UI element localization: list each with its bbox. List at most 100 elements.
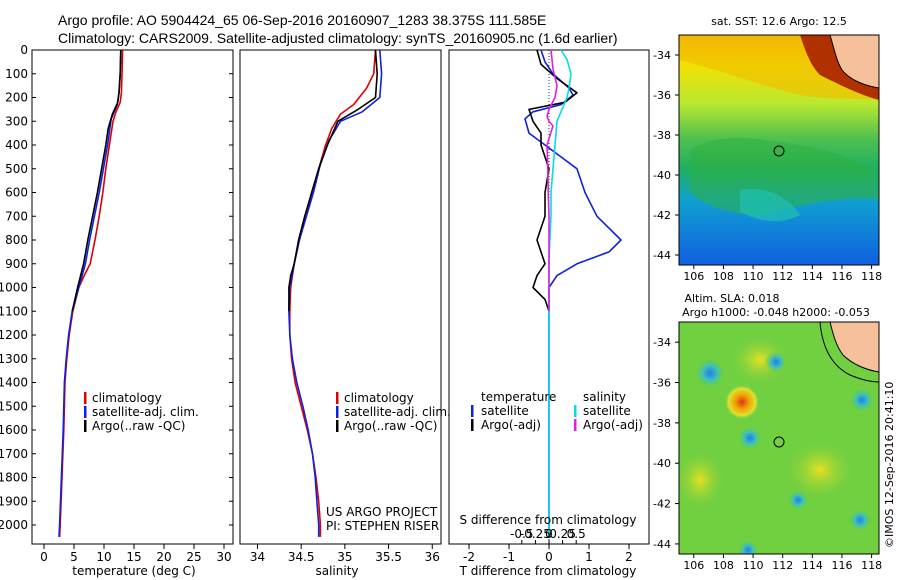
sal-series-line	[289, 49, 377, 537]
map-ytick-label: -38	[653, 129, 671, 142]
sla-blue-eddy-4	[850, 388, 874, 412]
map-ytick-label: -40	[653, 457, 671, 470]
legend-swatch-s-argo	[574, 419, 577, 431]
difference-xlabel: T difference from climatology	[459, 564, 637, 578]
diff-xtick-label: 2	[625, 550, 633, 564]
legend-swatch-s-satellite	[574, 405, 577, 417]
temp-xtick-label: 5	[70, 550, 78, 564]
sst-profile-marker	[773, 145, 785, 157]
sst-map: sat. SST: 12.6 Argo: 12.5 -34 -36 -38 -40 -4…	[653, 15, 882, 283]
map-xtick-label: 118	[861, 559, 882, 572]
sla-blue-eddy-1	[695, 358, 725, 388]
legend-swatch-argo	[84, 420, 87, 432]
diff-top-tick-label: 0	[545, 527, 553, 541]
sla-yellow-3	[679, 450, 725, 510]
map-xtick-label: 112	[772, 559, 793, 572]
diff-series-line	[546, 49, 558, 312]
map-xtick-label: 110	[743, 559, 764, 572]
depth-tick-label: 1400	[0, 376, 28, 390]
diff-top-tick-label: 0.25	[549, 527, 576, 541]
salinity-xlabel: salinity	[315, 564, 358, 578]
legend-swatch-satellite	[84, 406, 87, 418]
sla-blue-eddy-7	[738, 540, 758, 554]
depth-tick-label: 1100	[0, 304, 28, 318]
legend-title-salinity: salinity	[583, 390, 626, 404]
map-xtick-label: 106	[683, 559, 704, 572]
diff-top-tick-label: -0.5	[510, 527, 533, 541]
diff-series-line	[524, 49, 622, 537]
diff-xtick-label: 0	[545, 550, 553, 564]
sal-xtick-label: 35	[337, 550, 352, 564]
sla-yellow-2	[785, 440, 855, 500]
legend-label-t-argo: Argo(-adj)	[481, 418, 541, 432]
temperature-plot-frame	[31, 49, 234, 545]
sst-map-frame	[678, 34, 880, 266]
temp-xtick-label: 0	[40, 550, 48, 564]
land-australia	[829, 35, 879, 89]
sla-red-eddy	[725, 385, 759, 419]
legend-swatch-argo	[336, 420, 339, 432]
sal-xtick-label: 36	[425, 550, 440, 564]
diff-xtick-label: -1	[503, 550, 515, 564]
depth-tick-label: 800	[5, 233, 28, 247]
legend-label-satellite: satellite-adj. clim.	[92, 405, 199, 419]
temp-xtick-label: 25	[186, 550, 201, 564]
temp-series-line	[71, 49, 122, 312]
map-ytick-label: -34	[653, 49, 671, 62]
map-xtick-label: 110	[743, 270, 764, 283]
salinity-panel: 34 34.5 35 35.5 36 salinity climatology sate…	[239, 49, 451, 578]
diff-top-tick-label: -0.25	[520, 527, 551, 541]
depth-tick-label: 700	[5, 209, 28, 223]
sla-blue-eddy-5	[788, 490, 808, 510]
header-title: Argo profile: AO 5904424_65 06-Sep-2016 …	[58, 12, 547, 28]
depth-tick-label: 0	[20, 43, 28, 57]
diff-series-line	[548, 49, 572, 537]
sla-map-title-2: Argo h1000: -0.048 h2000: -0.053	[682, 306, 870, 319]
legend-swatch-t-satellite	[471, 405, 474, 417]
sal-series-line	[288, 49, 383, 537]
map-ytick-label: -42	[653, 498, 671, 511]
depth-tick-label: 400	[5, 138, 28, 152]
temperature-legend: climatology satellite-adj. clim. Argo(..…	[84, 391, 199, 433]
sla-blue-eddy-3	[738, 426, 762, 450]
depth-tick-label: 200	[5, 91, 28, 105]
map-xtick-label: 114	[802, 559, 823, 572]
map-xtick-label: 106	[683, 270, 704, 283]
legend-swatch-satellite	[336, 406, 339, 418]
sal-series-line	[288, 49, 378, 312]
map-xtick-label: 112	[772, 270, 793, 283]
map-xtick-label: 118	[861, 270, 882, 283]
map-ytick-label: -34	[653, 336, 671, 349]
project-annotation: US ARGO PROJECT	[326, 505, 438, 519]
legend-label-argo: Argo(..raw -QC)	[344, 419, 437, 433]
sla-map-frame	[678, 321, 880, 555]
legend-title-temperature: temperature	[481, 390, 556, 404]
map-ytick-label: -44	[653, 249, 671, 262]
map-xtick-label: 116	[831, 559, 852, 572]
legend-label-climatology: climatology	[344, 391, 414, 405]
depth-tick-label: 1900	[0, 494, 28, 508]
map-ytick-label: -40	[653, 169, 671, 182]
temp-series-line	[58, 49, 122, 537]
land-australia-sla	[829, 322, 879, 373]
sst-green-tongue	[690, 138, 879, 215]
sla-coastal-contour	[819, 322, 879, 383]
sla-map-title-1: Altim. SLA: 0.018	[684, 292, 779, 305]
legend-swatch-climatology	[84, 392, 87, 404]
temperature-panel: 0100200300400500600700800900100011001200…	[0, 43, 234, 578]
map-xtick-label: 114	[802, 270, 823, 283]
depth-tick-label: 1800	[0, 471, 28, 485]
depth-tick-label: 1000	[0, 281, 28, 295]
sal-xtick-label: 34.5	[288, 550, 315, 564]
map-xtick-label: 108	[713, 559, 734, 572]
legend-label-s-satellite: satellite	[583, 404, 631, 418]
map-ytick-label: -36	[653, 377, 671, 390]
map-xtick-label: 116	[831, 270, 852, 283]
sst-cold-patch	[740, 189, 800, 222]
temp-series-line	[58, 49, 124, 537]
depth-tick-label: 1300	[0, 352, 28, 366]
diff-xtick-label: -2	[463, 550, 475, 564]
map-ytick-label: -44	[653, 538, 671, 551]
